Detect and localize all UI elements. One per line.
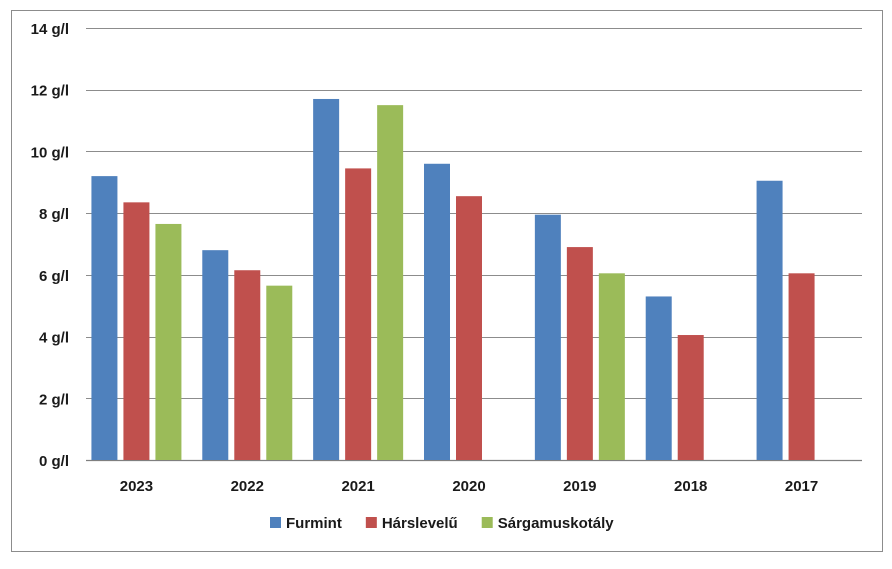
bar-furmint-2021 [313, 98, 340, 460]
bars [91, 98, 815, 461]
y-tick-label: 6 g/l [39, 268, 69, 285]
legend-label: Sárgamuskotály [498, 515, 615, 532]
x-tick-label: 2021 [341, 478, 374, 495]
y-tick-label: 12 g/l [31, 83, 69, 100]
y-tick-label: 14 g/l [31, 21, 69, 38]
legend-label: Furmint [286, 515, 342, 532]
bar-hárslevelű-2017 [788, 273, 815, 460]
y-tick-label: 0 g/l [39, 453, 69, 470]
bar-hárslevelű-2018 [677, 335, 704, 460]
x-tick-label: 2022 [231, 478, 264, 495]
legend-label: Hárslevelű [382, 515, 458, 532]
legend: Furmint Hárslevelű Sárgamuskotály [270, 515, 614, 532]
bar-sárgamuskotály-2022 [266, 285, 293, 460]
bar-hárslevelű-2020 [456, 196, 482, 460]
y-tick-label: 2 g/l [39, 391, 69, 408]
bar-sárgamuskotály-2019 [598, 273, 625, 460]
bar-sárgamuskotály-2023 [155, 223, 182, 460]
y-tick-label: 8 g/l [39, 206, 69, 223]
x-tick-label: 2017 [785, 478, 818, 495]
y-tick-label: 10 g/l [31, 144, 69, 161]
x-tick-label: 2023 [120, 478, 153, 495]
bar-hárslevelű-2022 [234, 270, 261, 460]
legend-swatch [365, 517, 377, 528]
x-tick-label: 2018 [674, 478, 707, 495]
bar-sárgamuskotály-2021 [377, 105, 404, 461]
legend-swatch [270, 517, 281, 528]
bar-hárslevelű-2021 [345, 168, 372, 460]
legend-swatch [481, 517, 493, 528]
y-tick-label: 4 g/l [39, 330, 69, 347]
bar-furmint-2022 [202, 250, 229, 460]
bar-furmint-2018 [645, 296, 672, 460]
bar-furmint-2020 [424, 163, 450, 460]
bar-furmint-2019 [534, 214, 561, 460]
bar-furmint-2023 [91, 176, 118, 460]
bar-hárslevelű-2019 [566, 247, 593, 460]
bar-furmint-2017 [756, 180, 783, 460]
x-tick-label: 2020 [452, 478, 485, 495]
x-axis: 2023 2022 2021 2020 2019 2018 2017 [120, 478, 819, 495]
x-tick-label: 2019 [563, 478, 596, 495]
y-axis: 0 g/l 2 g/l 4 g/l 6 g/l 8 g/l 10 g/l 12 g/l 14 … [31, 21, 69, 470]
bar-hárslevelű-2023 [123, 202, 150, 461]
